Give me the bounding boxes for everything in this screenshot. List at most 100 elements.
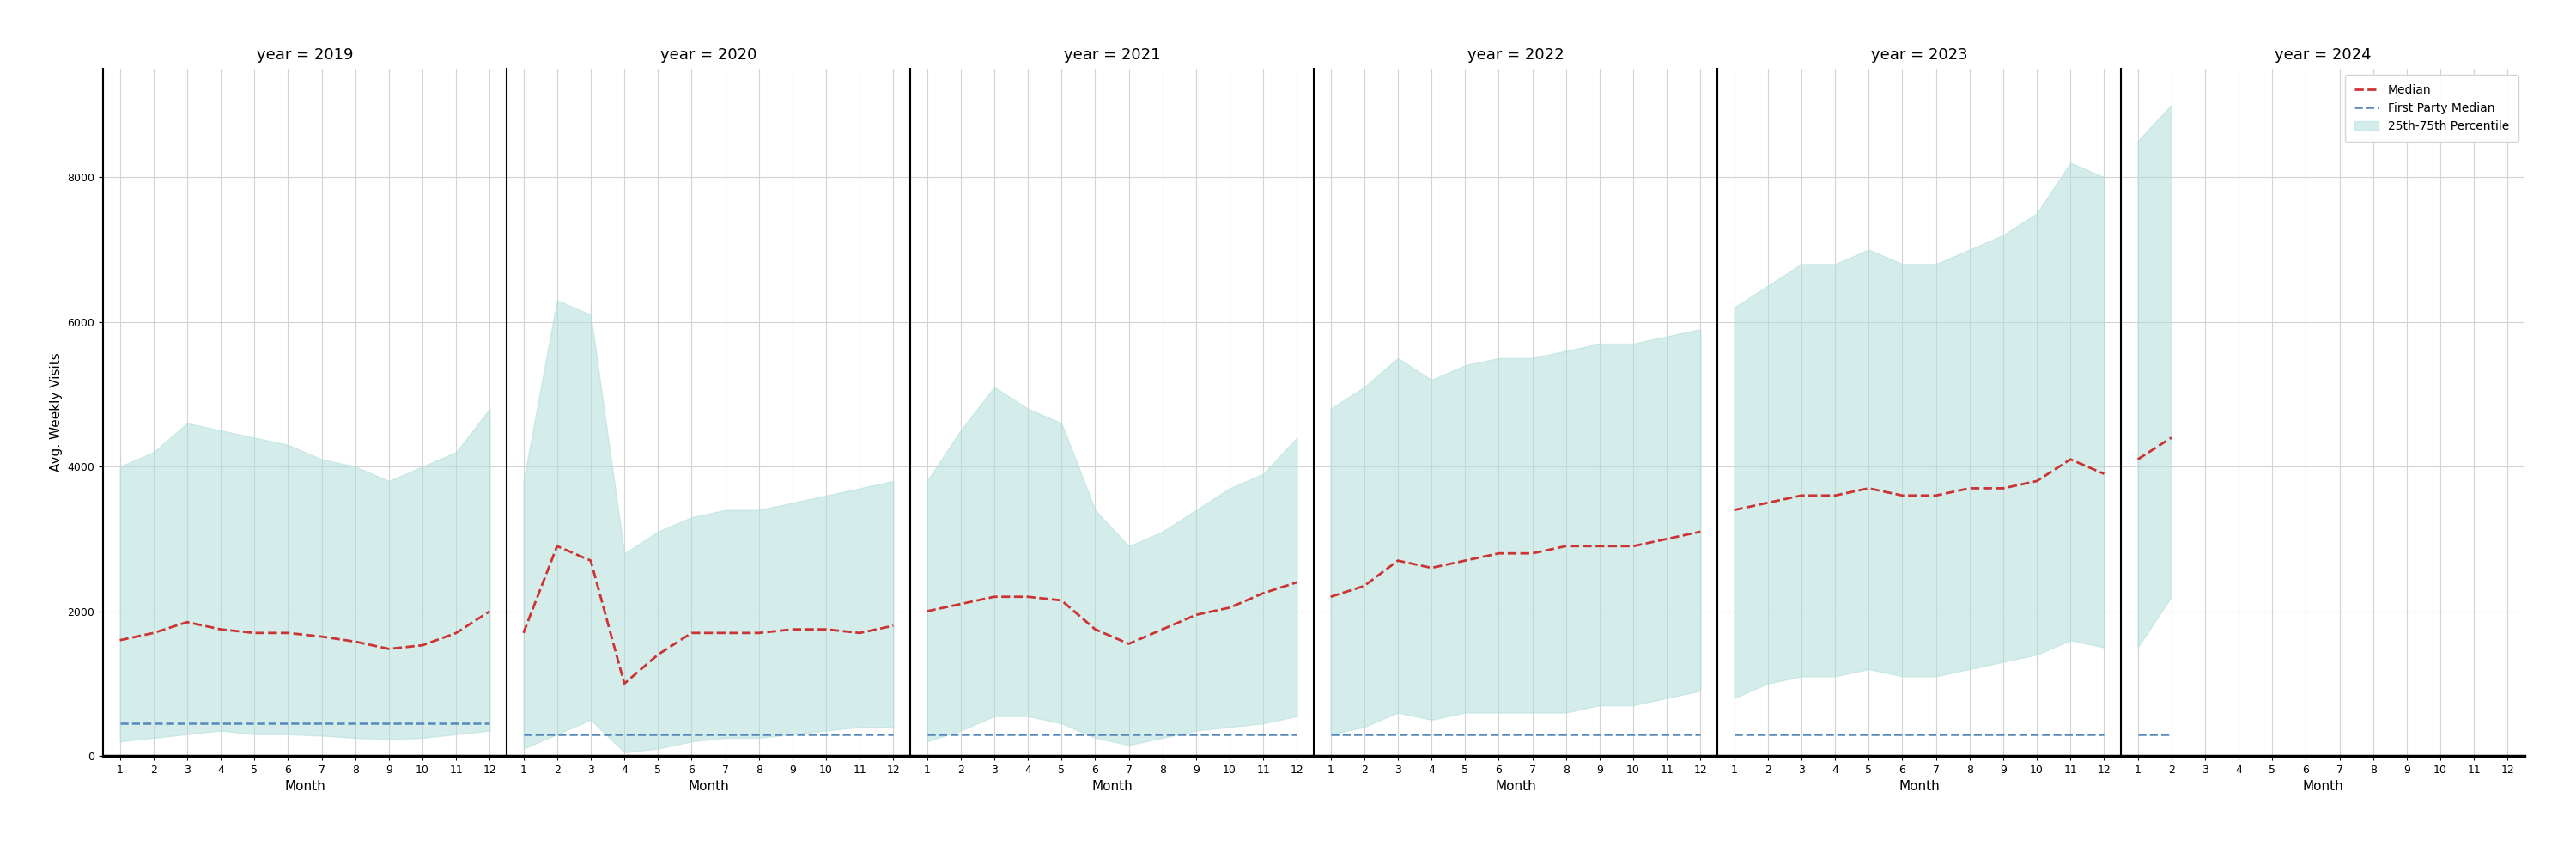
First Party Median (2089, 729, 2120, 740)
Median (2089, 469, 2120, 479)
Median (240, 628, 270, 638)
First Party Median (106, 718, 137, 728)
First Party Median (2022, 729, 2053, 740)
Median (206, 624, 237, 635)
First Party Median (1146, 729, 1177, 740)
Title: year = 2019: year = 2019 (258, 47, 353, 63)
First Party Median (1079, 729, 1110, 740)
X-axis label: Month: Month (1899, 780, 1940, 793)
Median (1113, 638, 1144, 649)
First Party Median (675, 729, 706, 740)
Median (507, 628, 538, 638)
First Party Median (307, 718, 337, 728)
Median (1819, 490, 1850, 501)
First Party Median (1517, 729, 1548, 740)
First Party Median (374, 718, 404, 728)
Median (307, 631, 337, 642)
Median (675, 628, 706, 638)
First Party Median (1886, 729, 1917, 740)
Median (2056, 454, 2087, 465)
Median (1383, 556, 1414, 566)
Median (744, 628, 775, 638)
Median (1852, 483, 1883, 493)
Median (845, 628, 876, 638)
First Party Median (1012, 729, 1043, 740)
Median (1886, 490, 1917, 501)
Median (711, 628, 742, 638)
First Party Median (778, 729, 809, 740)
Median (173, 617, 204, 627)
First Party Median (440, 718, 471, 728)
Median (1247, 588, 1278, 599)
Median (1450, 556, 1481, 566)
First Party Median (912, 729, 943, 740)
First Party Median (1819, 729, 1850, 740)
First Party Median (1752, 729, 1783, 740)
Median (374, 643, 404, 654)
Median (2022, 476, 2053, 486)
Median (2156, 432, 2187, 442)
Median (1180, 610, 1211, 620)
First Party Median (845, 729, 876, 740)
First Party Median (1350, 729, 1381, 740)
Median (2123, 454, 2154, 465)
First Party Median (1316, 729, 1347, 740)
Median (878, 620, 909, 631)
Median (1012, 592, 1043, 602)
First Party Median (2123, 729, 2154, 740)
Y-axis label: Avg. Weekly Visits: Avg. Weekly Visits (49, 353, 62, 472)
First Party Median (1989, 729, 2020, 740)
First Party Median (407, 718, 438, 728)
Median (1551, 541, 1582, 551)
First Party Median (945, 729, 976, 740)
First Party Median (1417, 729, 1448, 740)
Title: year = 2024: year = 2024 (2275, 47, 2370, 63)
Line: Median: Median (1332, 532, 1700, 597)
First Party Median (1852, 729, 1883, 740)
First Party Median (1113, 729, 1144, 740)
First Party Median (2156, 729, 2187, 740)
First Party Median (1718, 729, 1749, 740)
Line: Median: Median (523, 546, 894, 684)
Median (1685, 527, 1716, 537)
Median (407, 640, 438, 650)
First Party Median (1685, 729, 1716, 740)
Median (912, 606, 943, 617)
Median (641, 649, 672, 660)
Median (1316, 592, 1347, 602)
Median (979, 592, 1010, 602)
Median (1517, 548, 1548, 558)
Title: year = 2020: year = 2020 (659, 47, 757, 63)
Legend: Median, First Party Median, 25th-75th Percentile: Median, First Party Median, 25th-75th Pe… (2344, 75, 2519, 142)
First Party Median (574, 729, 605, 740)
Median (1618, 541, 1649, 551)
Median (1484, 548, 1515, 558)
First Party Median (474, 718, 505, 728)
First Party Median (878, 729, 909, 740)
First Party Median (1785, 729, 1816, 740)
X-axis label: Month: Month (1092, 780, 1133, 793)
Title: year = 2021: year = 2021 (1064, 47, 1159, 63)
First Party Median (507, 729, 538, 740)
First Party Median (641, 729, 672, 740)
Median (811, 624, 842, 635)
Median (474, 606, 505, 617)
Median (541, 541, 572, 551)
First Party Median (1551, 729, 1582, 740)
Title: year = 2022: year = 2022 (1468, 47, 1564, 63)
First Party Median (811, 729, 842, 740)
Median (1651, 533, 1682, 544)
First Party Median (273, 718, 304, 728)
First Party Median (1922, 729, 1953, 740)
First Party Median (1618, 729, 1649, 740)
Median (574, 556, 605, 566)
First Party Median (979, 729, 1010, 740)
Median (1584, 541, 1615, 551)
Median (1417, 563, 1448, 573)
Median (139, 628, 170, 638)
First Party Median (1584, 729, 1615, 740)
First Party Median (1484, 729, 1515, 740)
Median (1079, 624, 1110, 635)
Median (1922, 490, 1953, 501)
Median (778, 624, 809, 635)
